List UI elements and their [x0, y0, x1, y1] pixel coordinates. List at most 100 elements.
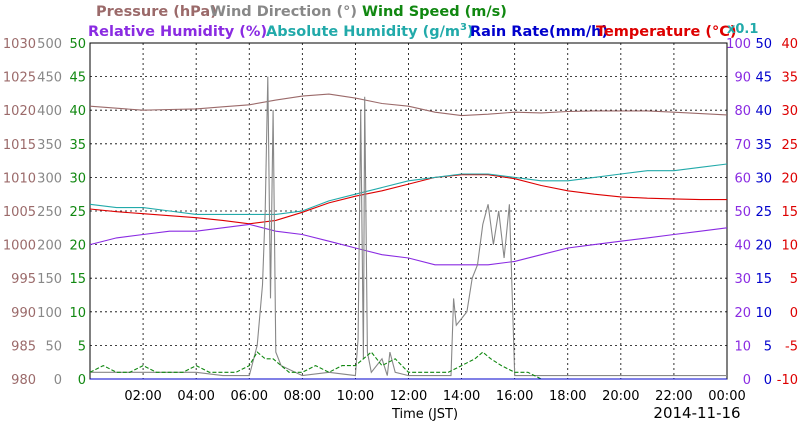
y-tick-label-temperature: 35	[781, 71, 798, 86]
y-tick-label-rain-rate: 30	[755, 171, 772, 186]
y-tick-label-rain-rate: 40	[755, 104, 772, 119]
y-tick-label-rain-rate: 25	[755, 205, 772, 220]
y-tick-label-pressure: 1030	[3, 37, 36, 52]
y-tick-label-humidity: 0	[743, 373, 751, 388]
y-tick-label-wind-direction: 300	[37, 171, 62, 186]
x-tick-label: 12:00	[390, 389, 427, 404]
y-tick-label-humidity: 60	[734, 171, 751, 186]
y-tick-label-humidity: 80	[734, 104, 751, 119]
y-tick-label-pressure: 1000	[3, 239, 36, 254]
y-tick-label-pressure: 995	[11, 272, 36, 287]
series-line-relative-humidity	[89, 223, 728, 266]
y-tick-label-humidity: 100	[726, 37, 751, 52]
y-tick-label-wind-speed: 15	[69, 272, 86, 287]
y-tick-label-wind-speed: 50	[69, 37, 86, 52]
y-tick-label-wind-speed: 40	[69, 104, 86, 119]
x-tick-label: 06:00	[231, 389, 268, 404]
y-tick-label-temperature: 20	[781, 171, 798, 186]
axis-labels: 1030102510201015101010051000995990985980…	[3, 37, 798, 404]
x-tick-label: 14:00	[443, 389, 480, 404]
y-tick-label-rain-rate: 50	[755, 37, 772, 52]
x-tick-label: 10:00	[337, 389, 374, 404]
y-tick-label-wind-direction: 100	[37, 306, 62, 321]
y-tick-label-temperature: -5	[785, 339, 798, 354]
y-tick-label-wind-direction: 450	[37, 71, 62, 86]
y-tick-label-humidity: 40	[734, 239, 751, 254]
legend-entry: Absolute Humidity (g/m3)	[266, 22, 474, 40]
y-tick-label-rain-rate: 5	[764, 339, 772, 354]
grid	[90, 43, 727, 379]
y-tick-label-wind-direction: 350	[37, 138, 62, 153]
legend-entry: Relative Humidity (%)	[88, 24, 267, 40]
series-layer	[89, 76, 728, 380]
y-tick-label-wind-direction: 250	[37, 205, 62, 220]
series-line-absolute-humidity	[89, 163, 728, 215]
y-tick-label-wind-direction: 400	[37, 104, 62, 119]
y-tick-label-humidity: 20	[734, 306, 751, 321]
x-tick-label: 00:00	[708, 389, 745, 404]
x-tick-label: 02:00	[124, 389, 161, 404]
y-tick-label-temperature: 30	[781, 104, 798, 119]
y-tick-label-humidity: 50	[734, 205, 751, 220]
y-tick-label-temperature: 0	[790, 306, 798, 321]
y-tick-label-pressure: 1020	[3, 104, 36, 119]
y-tick-label-wind-speed: 30	[69, 171, 86, 186]
y-tick-label-wind-direction: 50	[45, 339, 62, 354]
x-tick-label: 22:00	[655, 389, 692, 404]
y-tick-label-pressure: 1015	[3, 138, 36, 153]
y-tick-label-pressure: 1005	[3, 205, 36, 220]
y-tick-label-humidity: 30	[734, 272, 751, 287]
legend-entry: Rain Rate(mm/h)	[470, 24, 608, 40]
series-line-pressure	[89, 93, 728, 117]
x-tick-label: 18:00	[549, 389, 586, 404]
legend: Pressure (hPa)Wind Direction (°) Wind Spe…	[88, 4, 758, 40]
legend-entry: Pressure (hPa)	[96, 4, 217, 20]
y-tick-label-pressure: 1010	[3, 171, 36, 186]
x-axis-label: Time (JST)	[391, 407, 458, 422]
legend-entry: Wind Speed (m/s)	[362, 4, 507, 20]
y-tick-label-rain-rate: 35	[755, 138, 772, 153]
y-tick-label-wind-speed: 20	[69, 239, 86, 254]
y-tick-label-temperature: 5	[790, 272, 798, 287]
y-tick-label-temperature: 25	[781, 138, 798, 153]
absolute-humidity-scale-note: x0.1	[727, 22, 758, 37]
legend-entry: Wind Direction (°)	[210, 4, 357, 20]
legend-entry: Temperature (°C)	[596, 24, 737, 40]
y-tick-label-pressure: 990	[11, 306, 36, 321]
x-tick-label: 08:00	[284, 389, 321, 404]
y-tick-label-rain-rate: 0	[764, 373, 772, 388]
y-tick-label-temperature: 10	[781, 239, 798, 254]
y-tick-label-rain-rate: 45	[755, 71, 772, 86]
y-tick-label-rain-rate: 15	[755, 272, 772, 287]
y-tick-label-wind-direction: 150	[37, 272, 62, 287]
y-tick-label-humidity: 70	[734, 138, 751, 153]
y-tick-label-wind-speed: 0	[78, 373, 86, 388]
y-tick-label-humidity: 10	[734, 339, 751, 354]
y-tick-label-wind-speed: 35	[69, 138, 86, 153]
y-tick-label-rain-rate: 20	[755, 239, 772, 254]
y-tick-label-temperature: 40	[781, 37, 798, 52]
y-tick-label-wind-direction: 500	[37, 37, 62, 52]
y-tick-label-humidity: 90	[734, 71, 751, 86]
legend-superscript: 3	[460, 22, 467, 33]
y-tick-label-wind-speed: 10	[69, 306, 86, 321]
y-tick-label-wind-direction: 0	[54, 373, 62, 388]
y-tick-label-pressure: 985	[11, 339, 36, 354]
date-label: 2014-11-16	[653, 404, 740, 422]
legend-tail: )	[467, 24, 474, 40]
series-line-temperature	[89, 174, 727, 225]
x-tick-label: 20:00	[602, 389, 639, 404]
x-tick-label: 04:00	[177, 389, 214, 404]
y-tick-label-temperature: -10	[777, 373, 798, 388]
y-tick-label-wind-direction: 200	[37, 239, 62, 254]
y-tick-label-wind-speed: 45	[69, 71, 86, 86]
y-tick-label-wind-speed: 25	[69, 205, 86, 220]
y-tick-label-rain-rate: 10	[755, 306, 772, 321]
y-tick-label-temperature: 15	[781, 205, 798, 220]
y-tick-label-pressure: 1025	[3, 71, 36, 86]
series-line-wind-direction	[90, 76, 727, 377]
y-tick-label-pressure: 980	[11, 373, 36, 388]
x-tick-label: 16:00	[496, 389, 533, 404]
y-tick-label-wind-speed: 5	[78, 339, 86, 354]
